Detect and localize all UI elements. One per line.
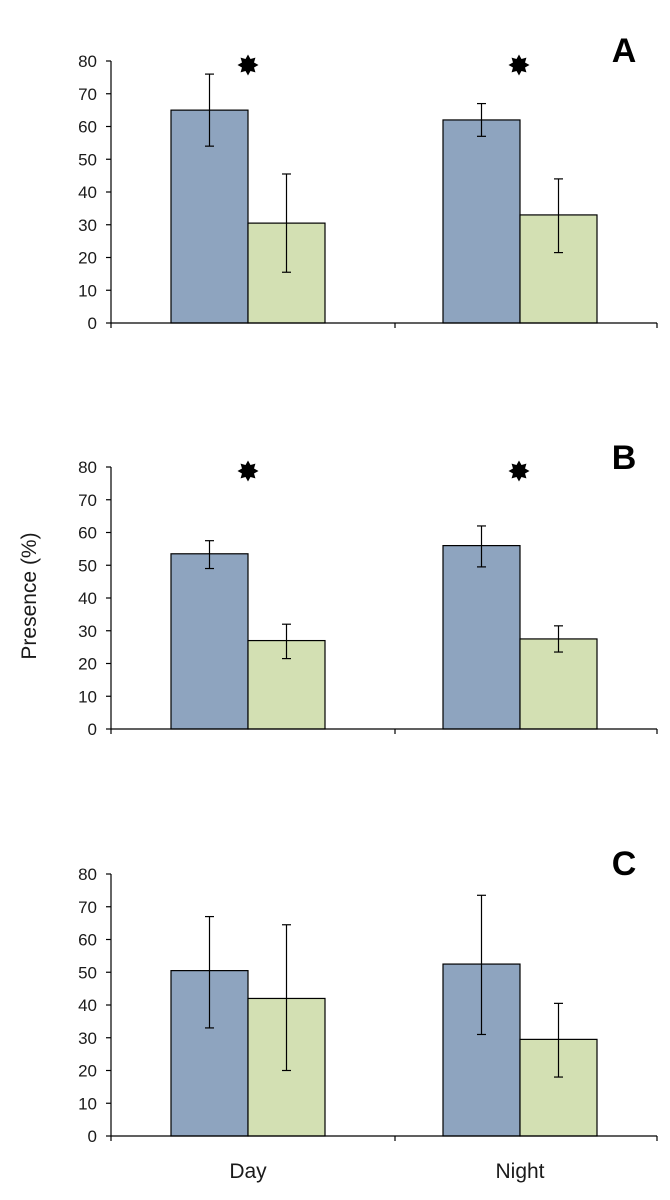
error-bar — [205, 915, 214, 1029]
y-tick-label: 50 — [78, 556, 97, 575]
bar-night-series-1 — [442, 119, 521, 324]
error-bar — [477, 894, 486, 1036]
error-bar — [282, 623, 291, 660]
significance-star-icon — [237, 54, 259, 76]
bar-night-series-1 — [442, 544, 521, 730]
y-tick-label: 10 — [78, 281, 97, 300]
y-tick-label: 80 — [78, 52, 97, 71]
y-tick-label: 70 — [78, 898, 97, 917]
y-tick-label: 70 — [78, 491, 97, 510]
y-tick-label: 50 — [78, 963, 97, 982]
y-tick-label: 30 — [78, 622, 97, 641]
y-tick-label: 0 — [88, 720, 97, 739]
error-bar — [477, 102, 486, 137]
y-tick-label: 30 — [78, 216, 97, 235]
y-tick-label: 0 — [88, 314, 97, 333]
y-tick-label: 60 — [78, 931, 97, 950]
y-tick-label: 80 — [78, 458, 97, 477]
error-bar — [554, 1002, 563, 1078]
error-bar — [554, 178, 563, 254]
y-tick-label: 70 — [78, 85, 97, 104]
error-bar — [554, 625, 563, 653]
panel-b: 0 10 20 30 40 50 60 70 80 B — [78, 439, 658, 739]
y-tick-label: 80 — [78, 865, 97, 884]
error-bar — [205, 540, 214, 570]
error-bar — [282, 924, 291, 1072]
y-tick-label: 0 — [88, 1127, 97, 1146]
error-bar — [205, 73, 214, 147]
panel-c: 0 10 20 30 40 50 60 70 80 C — [78, 845, 658, 1146]
significance-star-icon — [237, 460, 259, 482]
bar-night-series-2 — [519, 638, 598, 730]
y-tick-label: 60 — [78, 524, 97, 543]
y-tick-label: 40 — [78, 996, 97, 1015]
error-bar — [282, 173, 291, 273]
y-tick-label: 40 — [78, 589, 97, 608]
y-tick-label: 20 — [78, 655, 97, 674]
significance-star-icon — [508, 54, 530, 76]
y-tick-label: 10 — [78, 687, 97, 706]
error-bar — [477, 525, 486, 568]
panel-letter: B — [612, 439, 637, 477]
y-tick-label: 20 — [78, 249, 97, 268]
bar-day-series-1 — [170, 553, 249, 730]
y-tick-label: 50 — [78, 150, 97, 169]
x-category-label: Day — [229, 1160, 267, 1183]
x-category-label: Night — [495, 1160, 544, 1183]
y-tick-label: 40 — [78, 183, 97, 202]
panel-letter: C — [612, 845, 637, 883]
panel-a: 0 10 20 30 40 50 60 70 80 A — [78, 32, 658, 333]
y-tick-label: 30 — [78, 1029, 97, 1048]
y-axis-label: Presence (%) — [18, 532, 41, 659]
y-tick-label: 10 — [78, 1094, 97, 1113]
y-tick-label: 20 — [78, 1062, 97, 1081]
y-tick-label: 60 — [78, 118, 97, 137]
panel-letter: A — [612, 32, 637, 70]
significance-star-icon — [508, 460, 530, 482]
